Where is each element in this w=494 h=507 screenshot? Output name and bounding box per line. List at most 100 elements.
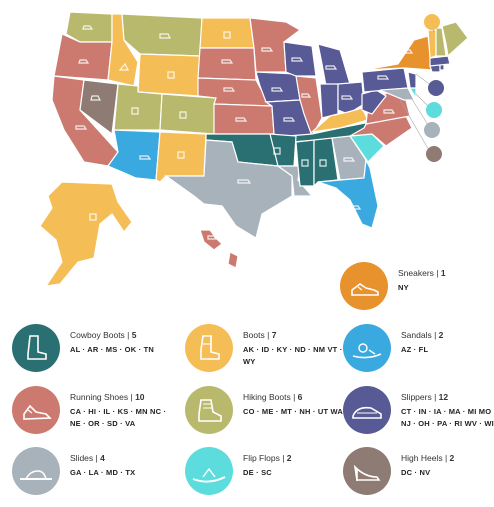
legend-label: Sneakers bbox=[398, 268, 434, 278]
legend-label: Sandals bbox=[401, 330, 432, 340]
legend-item-cowboy-boots: Cowboy Boots | 5 AL · AR · MS · OK · TN bbox=[12, 324, 172, 384]
legend-separator: | bbox=[264, 330, 272, 340]
legend-states: CA · HI · IL · KS · MN NC · NE · OR · SD… bbox=[70, 407, 167, 428]
map-shoe-icons bbox=[75, 25, 414, 240]
state-HI bbox=[199, 229, 239, 269]
slide-icon bbox=[20, 470, 52, 480]
flip-flop-icon bbox=[192, 467, 226, 483]
legend-item-slides: Slides | 4 GA · LA · MD · TX bbox=[12, 447, 172, 507]
legend-states: AL · AR · MS · OK · TN bbox=[70, 345, 154, 354]
legend-circle bbox=[12, 447, 60, 495]
legend-count: 7 bbox=[271, 330, 277, 340]
legend-count: 6 bbox=[297, 392, 303, 402]
legend-count: 1 bbox=[440, 268, 446, 278]
state-AZ bbox=[107, 129, 161, 181]
state-MA bbox=[429, 55, 451, 67]
legend-item-hiking-boots: Hiking Boots | 6 CO · ME · MT · NH · UT W… bbox=[185, 386, 345, 446]
legend-circle bbox=[343, 324, 391, 372]
cowboy-boot-icon bbox=[27, 335, 47, 360]
state-NH bbox=[435, 27, 447, 57]
legend-states: AK · ID · KY · ND · NM VT · WY bbox=[243, 345, 343, 366]
legend-item-slippers: Slippers | 12 CT · IN · IA · MA · MI MO ·… bbox=[343, 386, 494, 446]
legend-circle bbox=[185, 386, 233, 434]
legend-label: Slides bbox=[70, 453, 94, 463]
legend-item-sandals: Sandals | 2 AZ · FL bbox=[343, 324, 494, 384]
sandal-icon bbox=[352, 343, 382, 359]
high-heel-icon bbox=[353, 464, 381, 481]
legend-label: Boots bbox=[243, 330, 265, 340]
legend-count: 2 bbox=[286, 453, 292, 463]
legend-circle bbox=[12, 324, 60, 372]
legend-separator: | bbox=[128, 392, 136, 402]
legend-count: 2 bbox=[438, 330, 444, 340]
state-NV bbox=[79, 79, 119, 136]
legend-label: Hiking Boots bbox=[243, 392, 291, 402]
legend-separator: | bbox=[279, 453, 287, 463]
legend-states: DE · SC bbox=[243, 468, 272, 477]
legend-states: GA · LA · MD · TX bbox=[70, 468, 136, 477]
legend-separator: | bbox=[442, 453, 450, 463]
running-shoe-icon bbox=[23, 404, 52, 420]
state-FL bbox=[317, 157, 379, 229]
state-NC bbox=[349, 115, 413, 147]
legend-circle bbox=[12, 386, 60, 434]
state-ME bbox=[441, 21, 469, 58]
us-map bbox=[39, 11, 469, 287]
boot-icon bbox=[200, 335, 220, 360]
state-NM bbox=[155, 131, 207, 183]
legend-separator: | bbox=[431, 392, 439, 402]
state-MI bbox=[317, 43, 351, 87]
legend-count: 10 bbox=[135, 392, 145, 402]
legend-circle bbox=[340, 262, 388, 310]
legend-separator: | bbox=[290, 392, 298, 402]
sneaker-icon bbox=[351, 283, 379, 296]
legend-separator: | bbox=[433, 268, 441, 278]
legend-count: 4 bbox=[100, 453, 105, 463]
legend-item-boots: Boots | 7 AK · ID · KY · ND · NM VT · WY bbox=[185, 324, 345, 384]
state-ND bbox=[199, 17, 255, 49]
state-CO bbox=[159, 93, 217, 135]
legend-item-flip-flops: Flip Flops | 2 DE · SC bbox=[185, 447, 345, 507]
legend-title: Running Shoes | 10 bbox=[70, 392, 145, 402]
legend-title: Slippers | 12 bbox=[401, 392, 448, 402]
legend-item-running-shoes: Running Shoes | 10 CA · HI · IL · KS · MN… bbox=[12, 386, 172, 446]
legend-label: Running Shoes bbox=[70, 392, 129, 402]
legend-label: High Heels bbox=[401, 453, 443, 463]
legend-title: Sneakers | 1 bbox=[398, 268, 446, 278]
legend-states: CO · ME · MT · NH · UT WA bbox=[243, 407, 343, 416]
state-AK bbox=[39, 181, 133, 287]
legend-circle bbox=[185, 447, 233, 495]
legend-circle bbox=[343, 447, 391, 495]
state-MT bbox=[121, 13, 203, 57]
state-WA bbox=[65, 11, 113, 43]
legend-count: 12 bbox=[438, 392, 449, 402]
legend-separator: | bbox=[93, 453, 101, 463]
callout-circle-vt bbox=[424, 14, 440, 30]
legend-label: Flip Flops bbox=[243, 453, 280, 463]
legend-count: 5 bbox=[131, 330, 137, 340]
legend-title: Cowboy Boots | 5 bbox=[70, 330, 136, 340]
legend-title: Boots | 7 bbox=[243, 330, 276, 340]
legend-states: NY bbox=[398, 283, 409, 292]
legend-separator: | bbox=[431, 330, 439, 340]
legend-title: Slides | 4 bbox=[70, 453, 105, 463]
legend-title: High Heels | 2 bbox=[401, 453, 454, 463]
legend-label: Cowboy Boots bbox=[70, 330, 125, 340]
legend-states: AZ · FL bbox=[401, 345, 429, 354]
legend-label: Slippers bbox=[401, 392, 432, 402]
state-IN bbox=[319, 83, 339, 119]
legend-separator: | bbox=[124, 330, 132, 340]
legend-count: 2 bbox=[449, 453, 455, 463]
legend-title: Flip Flops | 2 bbox=[243, 453, 292, 463]
slipper-icon bbox=[352, 406, 382, 419]
legend-title: Hiking Boots | 6 bbox=[243, 392, 302, 402]
state-VT bbox=[427, 29, 437, 59]
callout-circle-md bbox=[424, 122, 440, 138]
callout-circle-de bbox=[426, 102, 442, 118]
hiking-boot-icon bbox=[198, 399, 222, 422]
legend-states: CT · IN · IA · MA · MI MO · NJ · OH · PA… bbox=[401, 407, 494, 428]
state-MS bbox=[295, 139, 315, 187]
state-WY bbox=[137, 53, 201, 97]
state-SD bbox=[197, 47, 257, 81]
legend-title: Sandals | 2 bbox=[401, 330, 443, 340]
